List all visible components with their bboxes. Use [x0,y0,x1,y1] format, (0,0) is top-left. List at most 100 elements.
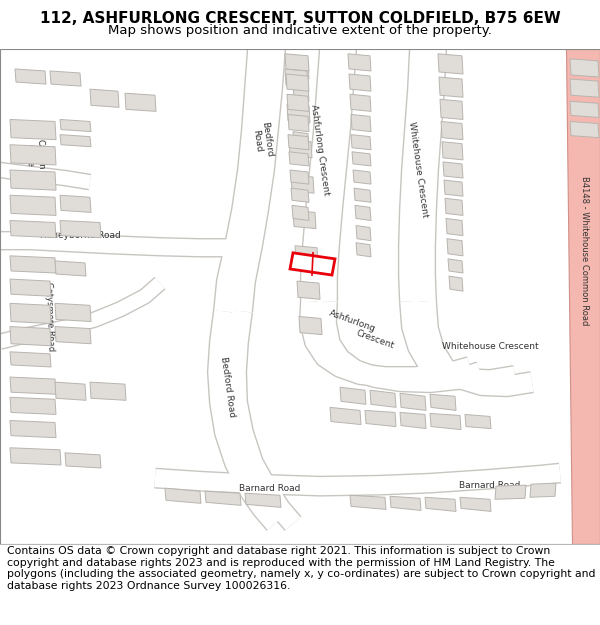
Polygon shape [287,94,309,111]
Polygon shape [400,412,426,429]
Polygon shape [430,394,456,411]
Polygon shape [365,411,396,427]
Text: Carlton
Close: Carlton Close [25,139,45,171]
Polygon shape [285,54,309,71]
Polygon shape [55,303,91,321]
Polygon shape [293,132,309,150]
Polygon shape [495,485,526,499]
Polygon shape [354,188,371,202]
Polygon shape [60,195,91,212]
Polygon shape [60,221,101,238]
Polygon shape [351,114,371,132]
Polygon shape [351,134,371,150]
Polygon shape [352,152,371,166]
Polygon shape [60,119,91,132]
Polygon shape [439,77,463,98]
Polygon shape [400,393,426,411]
Polygon shape [55,261,86,276]
Polygon shape [350,495,386,509]
Polygon shape [353,170,371,184]
Polygon shape [285,69,308,87]
Polygon shape [390,496,421,511]
Polygon shape [10,303,51,324]
Polygon shape [10,256,56,273]
Polygon shape [293,107,309,124]
Polygon shape [287,104,310,122]
Text: Ashfurlong Crescent: Ashfurlong Crescent [309,104,331,196]
Polygon shape [10,398,56,414]
Polygon shape [10,421,56,437]
Polygon shape [10,145,56,165]
Polygon shape [438,54,463,74]
Text: Barnard Road: Barnard Road [239,484,301,492]
Text: B4148 - Whitehouse Common Road: B4148 - Whitehouse Common Road [580,176,589,326]
Polygon shape [350,94,371,111]
Polygon shape [90,89,119,107]
Polygon shape [444,180,463,196]
Polygon shape [447,239,463,256]
Polygon shape [356,242,371,257]
Polygon shape [286,74,309,91]
Polygon shape [55,326,91,344]
Polygon shape [10,352,51,367]
Polygon shape [288,134,309,150]
Polygon shape [290,253,335,275]
Polygon shape [530,483,556,498]
Polygon shape [570,79,599,98]
Polygon shape [10,279,51,296]
Polygon shape [10,221,56,238]
Polygon shape [245,493,281,508]
Polygon shape [293,211,316,229]
Polygon shape [441,121,463,139]
Polygon shape [205,491,241,506]
Polygon shape [460,498,491,511]
Polygon shape [449,276,463,291]
Polygon shape [340,387,366,404]
Polygon shape [10,377,56,394]
Text: Whitehouse Crescent: Whitehouse Crescent [407,121,429,219]
Polygon shape [10,170,56,190]
Polygon shape [291,175,314,193]
Polygon shape [448,259,463,273]
Polygon shape [125,93,156,111]
Polygon shape [440,99,463,119]
Polygon shape [10,195,56,216]
Polygon shape [348,54,371,71]
Polygon shape [425,498,456,511]
Polygon shape [566,49,600,544]
Text: Barnard Road: Barnard Road [460,481,521,489]
Polygon shape [65,453,101,468]
Polygon shape [60,134,91,147]
Polygon shape [292,206,309,221]
Polygon shape [10,326,51,346]
Polygon shape [295,246,318,264]
Text: Whitehouse Crescent: Whitehouse Crescent [442,342,538,351]
Polygon shape [291,188,309,202]
Polygon shape [442,142,463,160]
Polygon shape [90,382,126,400]
Text: Honeyborne Road: Honeyborne Road [40,231,121,240]
Polygon shape [570,121,599,138]
Polygon shape [445,198,463,216]
Polygon shape [355,206,371,221]
Text: Contains OS data © Crown copyright and database right 2021. This information is : Contains OS data © Crown copyright and d… [7,546,596,591]
Polygon shape [293,59,309,79]
Polygon shape [570,59,599,77]
Polygon shape [55,382,86,400]
Polygon shape [289,139,312,158]
Polygon shape [370,390,396,408]
Polygon shape [289,152,309,166]
Polygon shape [297,281,320,299]
Text: Bedford
Road: Bedford Road [250,121,274,159]
Polygon shape [299,316,322,334]
Text: Map shows position and indicative extent of the property.: Map shows position and indicative extent… [108,24,492,36]
Polygon shape [50,71,81,86]
Polygon shape [356,226,371,241]
Polygon shape [165,488,201,503]
Polygon shape [330,408,361,424]
Polygon shape [10,119,56,139]
Text: Bedford Road: Bedford Road [219,356,237,418]
Polygon shape [290,170,309,184]
Polygon shape [10,448,61,465]
Polygon shape [465,414,491,429]
